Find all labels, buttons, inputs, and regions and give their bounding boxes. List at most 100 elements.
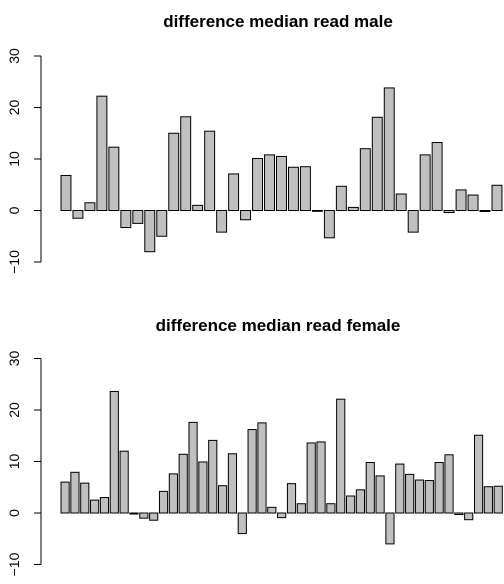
bar-female-5 <box>99 497 110 514</box>
y-tick-label-male-3: 20 <box>6 100 22 116</box>
chart-title-female: difference median read female <box>156 316 401 335</box>
bar-female-4 <box>90 499 100 514</box>
bar-female-20 <box>247 429 257 514</box>
bar-male-29 <box>395 193 407 212</box>
bar-female-44 <box>483 486 493 514</box>
chart-panel-male: difference median read male −10 0 10 20 30 <box>6 12 503 274</box>
bar-female-16 <box>208 439 218 514</box>
bar-female-6 <box>109 390 119 514</box>
bar-male-12 <box>192 204 204 212</box>
bar-female-2 <box>70 471 80 514</box>
bar-male-22 <box>311 210 323 212</box>
bar-female-12 <box>168 473 178 514</box>
bar-female-19 <box>237 512 247 535</box>
bar-male-10 <box>168 132 180 211</box>
bar-male-30 <box>407 210 419 233</box>
bar-male-8 <box>144 210 156 253</box>
bar-male-24 <box>335 185 347 211</box>
bar-female-11 <box>158 490 169 514</box>
bar-male-11 <box>180 116 192 211</box>
bar-male-27 <box>371 116 383 211</box>
bar-male-34 <box>455 189 467 211</box>
bar-female-32 <box>365 462 375 514</box>
bar-male-33 <box>443 210 455 214</box>
bar-male-23 <box>323 210 335 239</box>
bar-male-15 <box>228 173 240 212</box>
bar-female-40 <box>444 454 454 514</box>
y-tick-label-female-0: −10 <box>6 552 22 576</box>
chart-title-male: difference median read male <box>163 12 393 31</box>
bar-male-32 <box>431 142 443 212</box>
bar-female-35 <box>395 463 405 514</box>
chart-panel-female: difference median read female −10 0 10 20 30 <box>6 316 503 576</box>
bar-male-26 <box>359 148 371 211</box>
bar-female-43 <box>473 434 484 514</box>
bar-male-3 <box>84 202 96 211</box>
bar-female-36 <box>405 473 415 514</box>
y-tick-label-male-2: 10 <box>6 151 22 167</box>
bar-female-25 <box>296 503 306 514</box>
bar-female-27 <box>316 441 326 514</box>
bar-male-7 <box>132 210 144 224</box>
bar-male-14 <box>216 210 228 233</box>
bar-male-1 <box>60 174 72 211</box>
bar-female-37 <box>414 479 425 514</box>
bar-female-10 <box>149 512 159 521</box>
bar-male-13 <box>204 130 216 211</box>
bar-male-37 <box>491 184 503 211</box>
bar-male-25 <box>347 206 359 212</box>
bar-female-38 <box>424 480 434 514</box>
bar-male-21 <box>299 166 311 211</box>
bar-female-34 <box>385 512 395 545</box>
y-tick-label-female-1: 0 <box>6 509 22 517</box>
y-tick-label-male-1: 0 <box>6 206 22 214</box>
bar-female-31 <box>355 489 365 514</box>
bar-male-5 <box>108 146 120 212</box>
bar-female-30 <box>345 495 356 514</box>
bar-male-4 <box>96 95 108 211</box>
bar-male-35 <box>467 194 479 212</box>
bar-female-23 <box>277 512 287 519</box>
bar-male-2 <box>72 210 84 219</box>
bar-female-7 <box>119 450 129 514</box>
bar-female-33 <box>375 475 385 514</box>
bar-female-13 <box>178 453 188 514</box>
bar-female-15 <box>198 461 208 514</box>
bar-group-female <box>60 390 503 545</box>
bar-female-3 <box>80 482 90 514</box>
bar-female-9 <box>139 512 149 519</box>
bar-male-28 <box>383 87 395 211</box>
bar-female-17 <box>218 485 228 514</box>
bar-female-41 <box>454 512 464 516</box>
y-tick-label-female-2: 10 <box>6 454 22 470</box>
y-tick-label-male-4: 30 <box>6 48 22 64</box>
bar-female-39 <box>434 462 444 514</box>
bar-female-8 <box>129 512 139 515</box>
bar-female-24 <box>286 483 297 514</box>
bar-male-20 <box>287 166 299 212</box>
bar-male-36 <box>479 210 491 213</box>
y-tick-label-female-3: 20 <box>6 402 22 418</box>
bar-male-19 <box>276 155 287 211</box>
bar-female-42 <box>464 512 474 521</box>
bar-male-18 <box>264 154 275 212</box>
bar-female-28 <box>326 503 336 514</box>
bar-male-9 <box>156 210 168 237</box>
bar-female-26 <box>306 442 316 514</box>
bar-male-6 <box>120 210 132 228</box>
y-axis-male: −10 0 10 20 30 <box>6 48 42 274</box>
bar-female-1 <box>60 481 70 514</box>
bar-male-31 <box>419 154 431 212</box>
bar-group-male <box>60 87 503 253</box>
bar-female-14 <box>188 421 198 514</box>
bar-female-18 <box>227 453 238 514</box>
bar-male-17 <box>252 157 264 212</box>
bar-male-16 <box>240 210 252 221</box>
bar-female-22 <box>267 506 277 514</box>
y-tick-label-female-4: 30 <box>6 351 22 367</box>
y-axis-female: −10 0 10 20 30 <box>6 351 42 576</box>
bar-female-29 <box>336 398 346 514</box>
bar-female-21 <box>257 422 267 514</box>
